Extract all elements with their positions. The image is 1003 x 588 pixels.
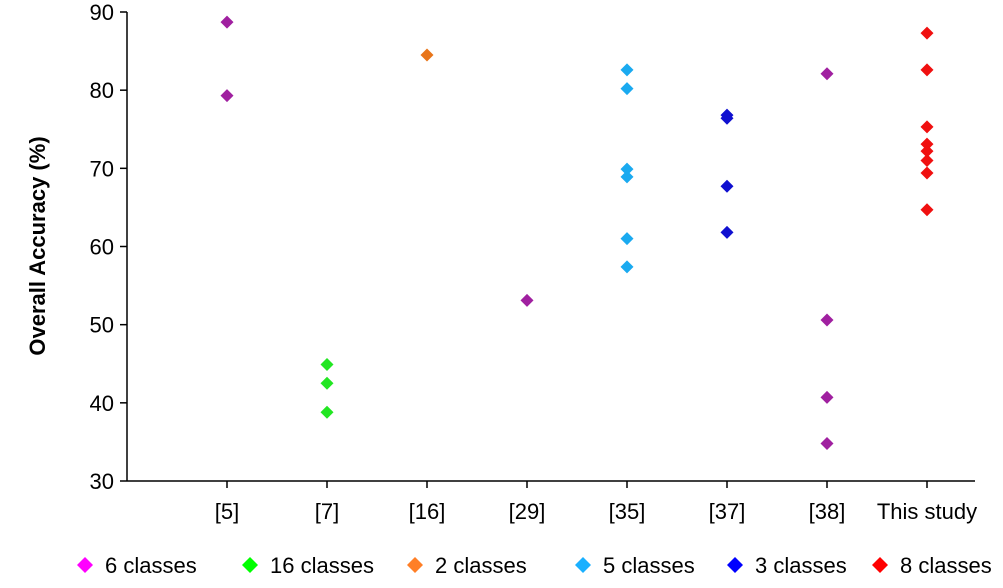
legend-marker xyxy=(575,557,591,573)
x-tick-label: [16] xyxy=(409,499,446,524)
data-point xyxy=(620,82,634,96)
y-axis: 30 40 50 60 70 80 90 xyxy=(90,0,128,494)
y-tick-label: 70 xyxy=(90,156,114,181)
x-tick-label: [35] xyxy=(609,499,646,524)
legend-label: 16 classes xyxy=(270,553,374,578)
x-axis: [5] [7] [16] [29] [35] [37] [38] This study xyxy=(127,480,977,524)
data-point xyxy=(620,63,634,77)
x-tick-label: [5] xyxy=(215,499,239,524)
y-tick-label: 80 xyxy=(90,78,114,103)
data-point xyxy=(920,63,934,77)
data-point xyxy=(720,111,734,125)
y-tick-label: 90 xyxy=(90,0,114,25)
data-point xyxy=(320,405,334,419)
data-point xyxy=(920,120,934,134)
legend-marker xyxy=(77,557,93,573)
y-tick-label: 50 xyxy=(90,313,114,338)
data-point xyxy=(620,170,634,184)
data-point xyxy=(920,154,934,168)
legend-label: 5 classes xyxy=(603,553,695,578)
data-point xyxy=(920,137,934,151)
x-tick-label: [7] xyxy=(315,499,339,524)
legend-marker xyxy=(242,557,258,573)
x-tick-label: [38] xyxy=(809,499,846,524)
data-point xyxy=(220,15,234,29)
x-tick-label: This study xyxy=(877,499,977,524)
data-points xyxy=(220,15,934,450)
data-point xyxy=(920,166,934,180)
data-point xyxy=(320,376,334,390)
data-point xyxy=(820,436,834,450)
y-axis-title: Overall Accuracy (%) xyxy=(25,136,50,355)
y-tick-label: 30 xyxy=(90,469,114,494)
x-tick-label: [37] xyxy=(709,499,746,524)
data-point xyxy=(420,48,434,62)
data-point xyxy=(720,225,734,239)
legend-marker xyxy=(727,557,743,573)
data-point xyxy=(920,144,934,158)
data-point xyxy=(920,203,934,217)
x-tick-label: [29] xyxy=(509,499,546,524)
data-point xyxy=(520,293,534,307)
data-point xyxy=(720,179,734,193)
data-point xyxy=(920,26,934,40)
data-point xyxy=(620,162,634,176)
legend: 6 classes 16 classes 2 classes 5 classes 3 c… xyxy=(77,553,992,578)
legend-marker xyxy=(872,557,888,573)
data-point xyxy=(820,313,834,327)
data-point xyxy=(620,260,634,274)
legend-label: 3 classes xyxy=(755,553,847,578)
data-point xyxy=(220,89,234,103)
data-point xyxy=(320,358,334,372)
y-tick-label: 60 xyxy=(90,235,114,260)
data-point xyxy=(820,67,834,81)
legend-label: 8 classes xyxy=(900,553,992,578)
data-point xyxy=(620,232,634,246)
y-tick-label: 40 xyxy=(90,391,114,416)
data-point xyxy=(820,390,834,404)
legend-marker xyxy=(407,557,423,573)
legend-label: 6 classes xyxy=(105,553,197,578)
legend-label: 2 classes xyxy=(435,553,527,578)
